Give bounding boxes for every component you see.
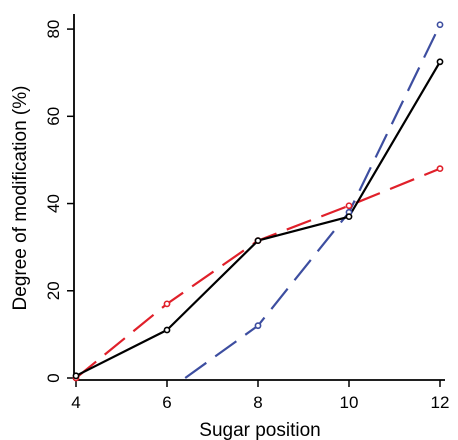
plot-frame (73, 14, 445, 381)
series-point-1 (436, 165, 444, 173)
ticks: 4 6 8 10 12 0 20 40 60 80 (44, 20, 449, 412)
x-axis-title: Sugar position (199, 420, 320, 440)
series-point-0 (436, 58, 444, 66)
series-point-0 (254, 237, 262, 245)
series-line-1 (75, 167, 441, 379)
series-point-1 (345, 202, 353, 210)
y-tick-label: 80 (44, 20, 63, 39)
y-tick-label: 40 (44, 194, 63, 213)
y-axis-title: Degree of modification (%) (10, 86, 31, 311)
series-point-1 (163, 300, 171, 308)
series-point-2 (436, 21, 444, 29)
series-point-0 (345, 213, 353, 221)
y-tick-label: 0 (44, 373, 63, 382)
x-tick-label: 8 (253, 393, 262, 412)
series-point-0 (72, 372, 80, 380)
series-line-2 (184, 24, 441, 379)
y-tick-label: 60 (44, 107, 63, 126)
x-tick-label: 4 (71, 393, 80, 412)
series-point-2 (254, 322, 262, 330)
x-tick-label: 12 (431, 393, 450, 412)
x-tick-label: 10 (340, 393, 359, 412)
series-layer (72, 21, 444, 382)
series-point-0 (163, 326, 171, 334)
x-tick-label: 6 (162, 393, 171, 412)
y-tick-label: 20 (44, 281, 63, 300)
